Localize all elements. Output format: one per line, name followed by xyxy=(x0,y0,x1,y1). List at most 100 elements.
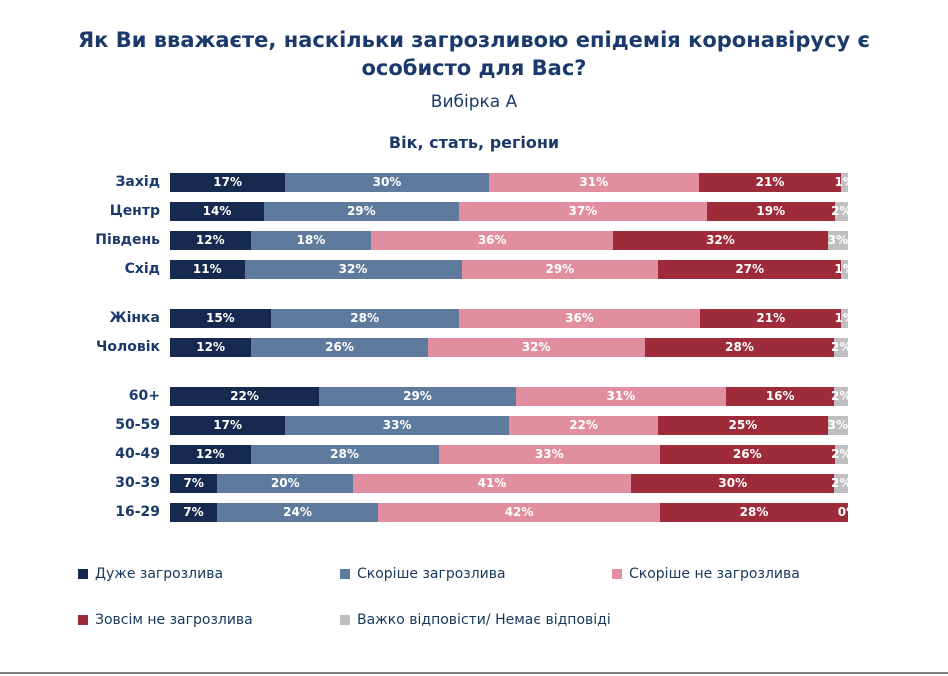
bar-value-label: 28% xyxy=(350,311,380,326)
bar-segment: 28% xyxy=(250,444,439,464)
category-label: 60+ xyxy=(128,388,160,405)
bar-value-label: 29% xyxy=(403,389,432,404)
bar-value-label: 18% xyxy=(296,233,326,248)
bar-segment: 21% xyxy=(698,172,842,192)
bar-value-label: 25% xyxy=(728,418,758,433)
stacked-bar: 11% 32% 29% 27% 1% xyxy=(170,259,848,279)
bar-segment: 32% xyxy=(613,230,828,250)
bar-segment: 1% xyxy=(834,308,848,328)
bar-value-label: 3% xyxy=(827,233,848,248)
bar-row: 60+ 22% 29% 31% 16% 2% xyxy=(20,386,848,406)
bar-segment: 28% xyxy=(270,308,459,328)
bar-row: Схід 11% 32% 29% 27% 1% xyxy=(20,259,848,279)
bar-value-label: 12% xyxy=(195,447,225,462)
bar-value-label: 22% xyxy=(569,418,598,433)
bar-segment: 1% xyxy=(834,259,848,279)
category-label: 40-49 xyxy=(115,446,160,463)
bar-row: Південь 12% 18% 36% 32% 3% xyxy=(20,230,848,250)
bar-value-label: 7% xyxy=(183,505,204,520)
category-label: Захід xyxy=(115,174,160,191)
bar-segment: 19% xyxy=(707,201,835,221)
bar-segment: 25% xyxy=(658,415,828,435)
legend-swatch-icon xyxy=(612,568,622,579)
bar-segment: 21% xyxy=(700,308,842,328)
bar-segment: 22% xyxy=(170,386,320,406)
stacked-bar: 17% 30% 31% 21% 1% xyxy=(170,172,848,192)
chart-group-regions: Захід 17% 30% 31% 21% 1% Центр 14% 29% 37% 19% 2% Пі… xyxy=(20,172,848,279)
bar-value-label: 26% xyxy=(325,340,354,355)
bar-value-label: 16% xyxy=(765,389,795,404)
bar-value-label: 21% xyxy=(755,175,785,190)
legend-item: Скоріше не загрозлива xyxy=(612,566,948,582)
bar-value-label: 17% xyxy=(213,418,242,433)
bar-segment: 2% xyxy=(831,201,848,221)
bar-value-label: 15% xyxy=(205,311,235,326)
bar-value-label: 2% xyxy=(831,204,848,219)
bar-segment: 31% xyxy=(515,386,726,406)
bar-segment: 16% xyxy=(725,386,835,406)
bar-segment: 2% xyxy=(831,386,848,406)
bar-row: Центр 14% 29% 37% 19% 2% xyxy=(20,201,848,221)
bar-value-label: 29% xyxy=(545,262,575,277)
bar-value-label: 3% xyxy=(827,418,848,433)
bar-value-label: 36% xyxy=(477,233,507,248)
bar-segment: 17% xyxy=(170,415,286,435)
bar-value-label: 2% xyxy=(831,447,848,462)
bar-segment: 36% xyxy=(371,230,614,250)
bar-value-label: 1% xyxy=(834,262,848,277)
bar-segment: 26% xyxy=(660,444,835,464)
legend-label: Скоріше не загрозлива xyxy=(629,565,800,582)
bar-value-label: 12% xyxy=(195,233,225,248)
bar-segment: 28% xyxy=(660,502,848,522)
legend-item: Скоріше загрозлива xyxy=(340,566,612,582)
bar-value-label: 32% xyxy=(338,262,368,277)
bar-value-label: 14% xyxy=(202,204,232,219)
bar-segment: 20% xyxy=(217,473,354,493)
stacked-bar: 15% 28% 36% 21% 1% xyxy=(170,308,848,328)
bar-value-label: 12% xyxy=(196,340,226,355)
stacked-bar: 7% 24% 42% 28% 0% xyxy=(170,502,848,522)
bar-value-label: 2% xyxy=(831,389,848,404)
bar-segment: 3% xyxy=(827,415,848,435)
bar-segment: 24% xyxy=(216,502,379,522)
bar-segment: 7% xyxy=(170,502,217,522)
stacked-bar: 12% 28% 33% 26% 2% xyxy=(170,444,848,464)
bar-row: 40-49 12% 28% 33% 26% 2% xyxy=(20,444,848,464)
bar-value-label: 37% xyxy=(568,204,598,219)
chart-subtitle: Вибірка А xyxy=(430,91,518,112)
stacked-bar-chart: Захід 17% 30% 31% 21% 1% Центр 14% 29% 37% 19% 2% Пі… xyxy=(20,172,848,522)
bar-value-label: 1% xyxy=(834,175,848,190)
bar-value-label: 28% xyxy=(739,505,769,520)
bar-value-label: 24% xyxy=(283,505,312,520)
bar-value-label: 31% xyxy=(606,389,636,404)
bar-segment: 2% xyxy=(831,444,848,464)
stacked-bar: 22% 29% 31% 16% 2% xyxy=(170,386,848,406)
category-label: Жінка xyxy=(109,310,160,327)
legend-swatch-icon xyxy=(78,568,88,579)
stacked-bar: 12% 18% 36% 32% 3% xyxy=(170,230,848,250)
bar-segment: 32% xyxy=(244,259,462,279)
category-label: 16-29 xyxy=(115,504,160,521)
chart-group-age: 60+ 22% 29% 31% 16% 2% 50-59 17% 33% 22% 25% 3% 40-4… xyxy=(20,386,848,522)
bar-value-label: 21% xyxy=(756,311,786,326)
bar-value-label: 11% xyxy=(192,262,222,277)
category-label: 50-59 xyxy=(115,417,160,434)
stacked-bar: 17% 33% 22% 25% 3% xyxy=(170,415,848,435)
bar-segment: 18% xyxy=(250,230,372,250)
bar-segment: 37% xyxy=(458,201,708,221)
legend-swatch-icon xyxy=(340,614,350,625)
bar-value-label: 22% xyxy=(230,389,259,404)
legend-item: Важко відповісти/ Немає відповіді xyxy=(340,612,612,628)
bar-segment: 27% xyxy=(658,259,842,279)
bar-value-label: 17% xyxy=(213,175,242,190)
category-label: Центр xyxy=(109,203,160,220)
legend-item: Зовсім не загрозлива xyxy=(78,612,340,628)
bar-value-label: 42% xyxy=(504,505,534,520)
stacked-bar: 14% 29% 37% 19% 2% xyxy=(170,201,848,221)
bar-segment: 1% xyxy=(834,172,848,192)
category-label: 30-39 xyxy=(115,475,160,492)
bar-segment: 41% xyxy=(353,473,632,493)
bar-value-label: 26% xyxy=(732,447,762,462)
bar-segment: 11% xyxy=(170,259,245,279)
